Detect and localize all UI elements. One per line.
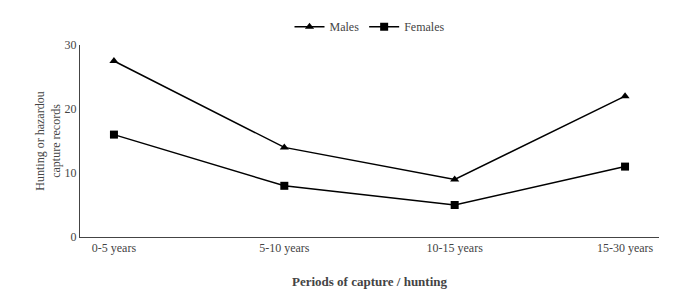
- svg-text:20: 20: [65, 102, 77, 116]
- svg-text:5-10 years: 5-10 years: [259, 241, 310, 255]
- svg-text:0-5 years: 0-5 years: [92, 241, 137, 255]
- svg-text:Males: Males: [330, 20, 360, 34]
- svg-text:0: 0: [71, 230, 77, 244]
- svg-text:10-15 years: 10-15 years: [427, 241, 484, 255]
- svg-text:15-30 years: 15-30 years: [597, 241, 654, 255]
- svg-text:30: 30: [65, 38, 77, 52]
- svg-text:Females: Females: [404, 20, 444, 34]
- svg-text:Periods of capture / hunting: Periods of capture / hunting: [292, 274, 448, 289]
- svg-text:Hunting or hazardoucapture rec: Hunting or hazardoucapture records: [33, 91, 63, 190]
- svg-text:10: 10: [65, 166, 77, 180]
